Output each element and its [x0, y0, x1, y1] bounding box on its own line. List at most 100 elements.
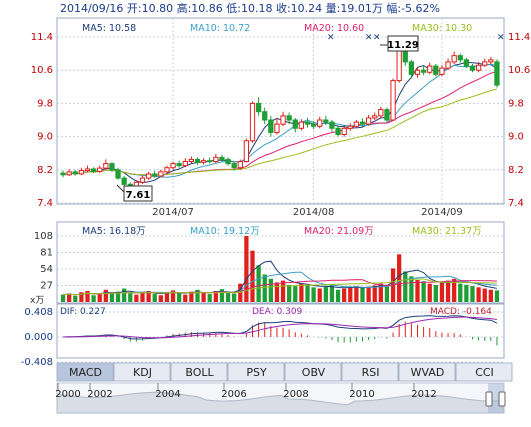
candle-body	[433, 65, 439, 75]
price-panel	[56, 17, 505, 205]
volume-bar	[79, 292, 84, 302]
volume-bar	[458, 283, 463, 302]
volume-ma-legend-item: MA30: 21.37万	[412, 226, 482, 237]
volume-bar	[433, 284, 438, 302]
volume-bar	[452, 278, 457, 302]
volume-bar	[354, 286, 359, 302]
candle-body	[353, 121, 360, 127]
timeline-year: 2004	[155, 389, 180, 400]
y-tick-left: 9.8	[37, 98, 53, 109]
tab-background	[227, 362, 285, 382]
macd-label: MACD: -0.164	[430, 307, 492, 317]
candle-body	[170, 163, 176, 169]
tab-background	[341, 362, 399, 382]
tab-cci[interactable]: CCI	[455, 362, 513, 382]
candle-body	[188, 158, 195, 163]
candle-body	[60, 172, 66, 176]
tab-label: WVAD	[411, 366, 445, 379]
event-marker: ✕	[373, 33, 381, 43]
tab-rsi[interactable]: RSI	[341, 362, 399, 382]
volume-bar	[152, 294, 157, 302]
candle-body	[408, 61, 415, 75]
volume-bar	[164, 292, 170, 302]
candle-body	[494, 61, 500, 86]
volume-y-ticks: 108 81 54 27	[34, 231, 53, 292]
candle-body	[317, 119, 323, 127]
candle-body	[475, 64, 482, 71]
candle-body	[384, 109, 390, 121]
volume-bar	[134, 294, 139, 302]
candle-body	[390, 80, 396, 121]
tab-kdj[interactable]: KDJ	[113, 362, 171, 382]
tab-obv[interactable]: OBV	[284, 362, 342, 382]
volume-bar	[329, 284, 335, 302]
volume-bar	[250, 250, 255, 302]
volume-bar	[415, 280, 420, 302]
y-tick-right: 7.4	[508, 198, 524, 209]
volume-bar	[85, 291, 90, 302]
x-tick-label: 2014/09	[421, 207, 463, 218]
volume-bar	[311, 287, 316, 302]
candle-body	[97, 167, 103, 172]
dif-line	[63, 315, 498, 340]
volume-bar	[189, 291, 194, 302]
candle-body	[274, 123, 280, 133]
timeline-handle-left[interactable]	[485, 391, 493, 407]
volume-bar	[219, 289, 225, 302]
candle-body	[365, 117, 372, 125]
timeline-year: 2008	[283, 389, 308, 400]
volume-y-tick: 27	[40, 281, 53, 292]
x-tick-label: 2014/07	[152, 207, 194, 218]
timeline-labels: 2000 2002 2004 2006 2008 2010 2012	[55, 383, 437, 400]
volume-bar	[372, 285, 377, 302]
tab-wvad[interactable]: WVAD	[398, 362, 456, 382]
ma-legend-item: MA20: 10.60	[304, 23, 364, 34]
candle-body	[427, 65, 433, 73]
candle-body	[359, 121, 366, 125]
candle-body	[286, 115, 292, 121]
volume-unit: x万	[30, 296, 44, 306]
macd-y-tick: 0.408	[24, 307, 53, 318]
volume-bar	[201, 292, 206, 302]
y-tick-right: 8.2	[508, 165, 524, 176]
candle-body	[139, 177, 146, 183]
volume-bar	[122, 288, 127, 302]
volume-ma-legend-item: MA10: 19.12万	[190, 226, 260, 237]
timeline-overview	[56, 391, 505, 414]
candle-body	[237, 161, 243, 169]
candle-body	[280, 115, 286, 125]
candle-body	[457, 55, 463, 61]
ma-legend-item: MA10: 10.72	[190, 23, 250, 34]
candle-body	[231, 163, 237, 169]
event-marker: ✕	[327, 33, 335, 43]
volume-bar	[378, 283, 383, 302]
volume-bar	[109, 292, 115, 302]
price-y-ticks: 11.4 11.4 10.6 10.6 9.8 9.8 9.0 9.0 8.2 8.2 7.4 7.4	[31, 32, 531, 209]
macd-y-tick: -0.408	[21, 357, 53, 368]
quote-header: 2014/09/16 开:10.80 高:10.86 低:10.18 收:10.…	[60, 1, 440, 15]
volume-bar	[494, 290, 500, 302]
dea-line	[63, 316, 497, 339]
volume-bar	[299, 283, 304, 302]
timeline-handle-right[interactable]	[498, 391, 506, 407]
volume-bar	[238, 283, 243, 302]
timeline-year: 2000	[55, 389, 80, 400]
event-marker: ✕	[365, 33, 373, 43]
high-marker: 11.29	[380, 35, 419, 52]
volume-bar	[366, 286, 371, 302]
tab-macd[interactable]: MACD	[56, 362, 114, 382]
candle-body	[414, 69, 421, 75]
low-marker-label: 7.61	[126, 190, 151, 201]
volume-bar	[323, 286, 328, 302]
volume-bar	[488, 289, 493, 302]
candle-body	[347, 125, 353, 129]
volume-bar	[397, 254, 402, 302]
tab-boll[interactable]: BOLL	[170, 362, 228, 382]
candle-body	[152, 173, 158, 177]
candle-body	[194, 158, 201, 163]
y-tick-left: 9.0	[37, 132, 53, 143]
volume-bar	[128, 293, 133, 302]
volume-bar	[274, 282, 280, 302]
tab-psy[interactable]: PSY	[227, 362, 285, 382]
